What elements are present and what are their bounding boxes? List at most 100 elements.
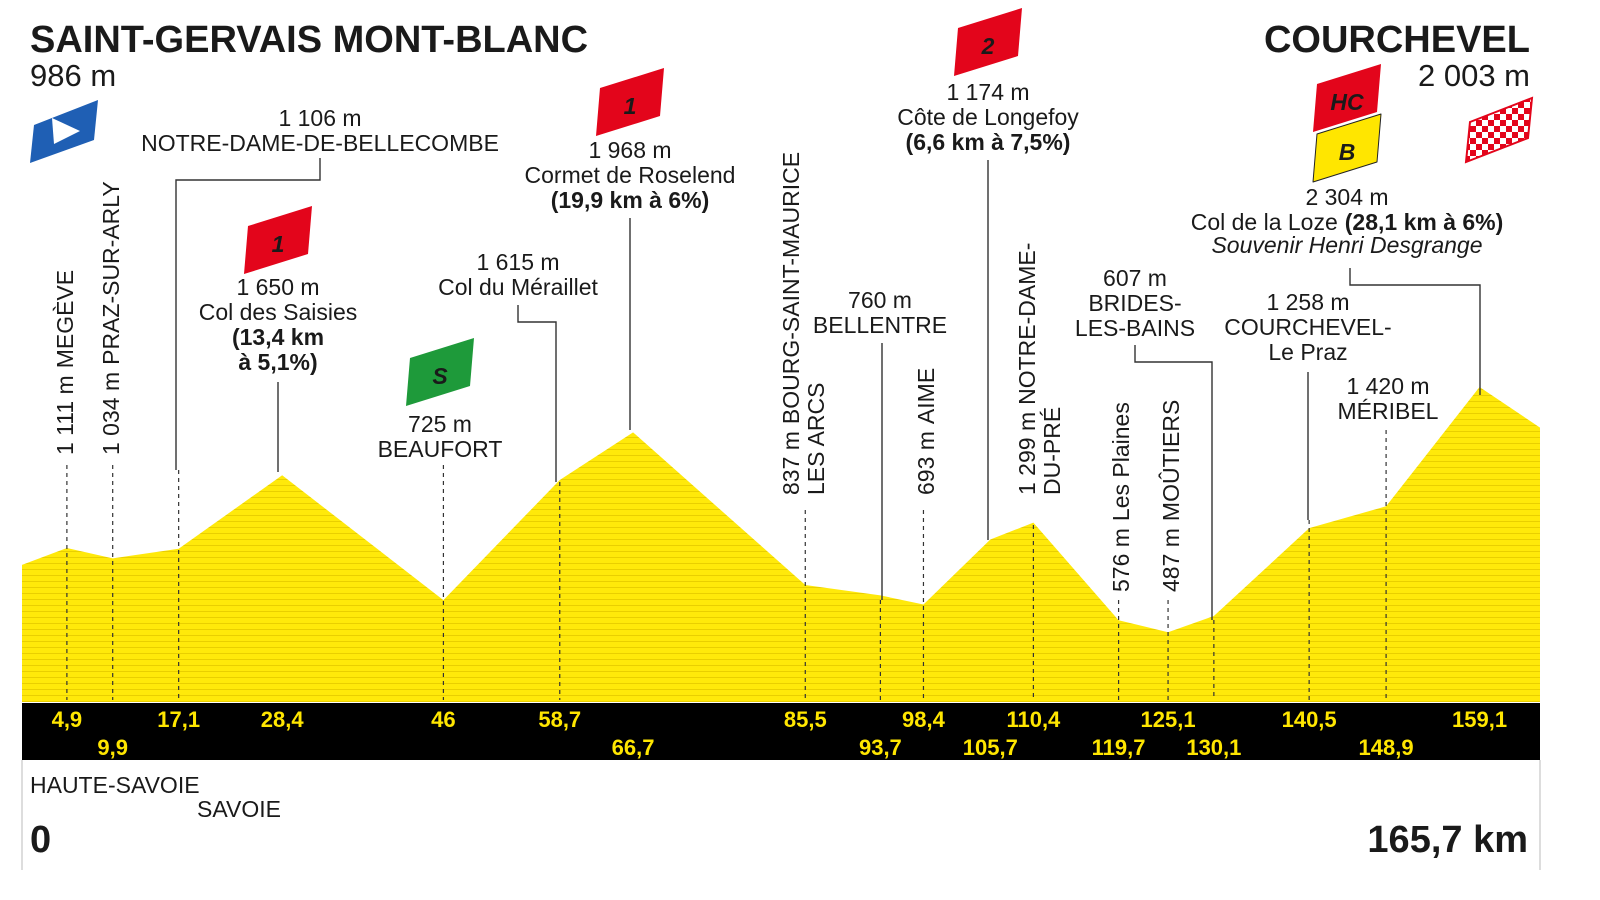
altitude: 1 650 m bbox=[236, 274, 319, 300]
climb: à 5,1%) bbox=[238, 349, 317, 375]
altitude: 487 m bbox=[1158, 528, 1184, 592]
altitude: 837 m bbox=[778, 431, 804, 495]
place-name: MÉRIBEL bbox=[1338, 398, 1439, 424]
vertical-label: 1 034 m PRAZ-SUR-ARLY bbox=[98, 181, 124, 455]
km-label: 85,5 bbox=[784, 707, 827, 732]
km-label: 17,1 bbox=[157, 707, 200, 732]
km-label: 9,9 bbox=[97, 735, 128, 760]
place-name: MEGÈVE bbox=[52, 270, 78, 368]
badge-label: 1 bbox=[624, 93, 637, 119]
altitude: 1 106 m bbox=[278, 105, 361, 131]
region: HAUTE-SAVOIE bbox=[30, 772, 200, 798]
place-name: Col des Saisies bbox=[199, 299, 358, 325]
profile-layer bbox=[22, 386, 1540, 702]
start-altitude: 986 m bbox=[30, 58, 116, 93]
km-label: 140,5 bbox=[1282, 707, 1337, 732]
km-label: 119,7 bbox=[1092, 735, 1146, 760]
km-label: 58,7 bbox=[538, 707, 581, 732]
badge bbox=[244, 206, 312, 274]
place-name: PRAZ-SUR-ARLY bbox=[98, 181, 124, 365]
vertical-label: 576 m Les Plaines bbox=[1108, 402, 1134, 592]
note: Souvenir Henri Desgrange bbox=[1211, 232, 1482, 258]
place-name: BEAUFORT bbox=[378, 436, 503, 462]
km-label: 28,4 bbox=[261, 707, 305, 732]
altitude: 1 258 m bbox=[1266, 289, 1349, 315]
km-label: 125,1 bbox=[1141, 707, 1196, 732]
badge-label: 2 bbox=[981, 33, 995, 59]
km-label: 4,9 bbox=[52, 707, 83, 732]
badge-label: HC bbox=[1330, 89, 1364, 115]
place-name: LES-BAINS bbox=[1075, 315, 1195, 341]
km-label: 110,4 bbox=[1006, 707, 1061, 732]
km-bar bbox=[22, 703, 1540, 760]
place-name: COURCHEVEL- bbox=[1224, 314, 1391, 340]
badge bbox=[1313, 64, 1381, 132]
badge-label: 1 bbox=[272, 231, 285, 257]
altitude: 760 m bbox=[848, 287, 912, 313]
place-name: BRIDES- bbox=[1088, 290, 1181, 316]
place-name: Col de la Loze bbox=[1191, 209, 1338, 235]
start-name: SAINT-GERVAIS MONT-BLANC bbox=[30, 19, 588, 61]
badge-label: S bbox=[432, 363, 448, 389]
place-name: LES ARCS bbox=[803, 383, 829, 496]
badge bbox=[1312, 113, 1382, 183]
altitude: 607 m bbox=[1103, 265, 1167, 291]
leader-line bbox=[1349, 268, 1481, 395]
place-name: Col du Méraillet bbox=[438, 274, 598, 300]
elevation-profile bbox=[22, 386, 1540, 702]
region: SAVOIE bbox=[197, 796, 281, 822]
climb: (19,9 km à 6%) bbox=[551, 187, 710, 213]
altitude: 1 615 m bbox=[476, 249, 559, 275]
badge-label: B bbox=[1339, 139, 1356, 165]
finish-name: COURCHEVEL bbox=[1264, 19, 1530, 61]
badge bbox=[596, 68, 664, 136]
vertical-label: LES ARCS bbox=[803, 383, 829, 496]
vertical-label: 1 111 m MEGÈVE bbox=[52, 270, 78, 455]
altitude: 725 m bbox=[408, 411, 472, 437]
altitude: 1 420 m bbox=[1346, 373, 1429, 399]
vertical-label: 1 299 m NOTRE-DAME- bbox=[1014, 243, 1040, 495]
climb: (6,6 km à 7,5%) bbox=[906, 129, 1071, 155]
climb: (28,1 km à 6%) bbox=[1345, 209, 1504, 235]
altitude: 1 968 m bbox=[588, 137, 671, 163]
place-name: Côte de Longefoy bbox=[897, 104, 1079, 130]
altitude: 1 111 m bbox=[52, 375, 78, 455]
place-name: DU-PRÉ bbox=[1039, 407, 1065, 495]
km-label: 105,7 bbox=[963, 735, 1018, 760]
altitude: 2 304 m bbox=[1305, 184, 1388, 210]
badge bbox=[406, 338, 474, 406]
finish-km: 165,7 km bbox=[1367, 819, 1528, 861]
climb: (13,4 km bbox=[232, 324, 324, 350]
km-label: 46 bbox=[431, 707, 455, 732]
vertical-label: 837 m BOURG-SAINT-MAURICE bbox=[778, 152, 804, 495]
place-name: Cormet de Roselend bbox=[525, 162, 736, 188]
km-label: 93,7 bbox=[859, 735, 902, 760]
altitude: 693 m bbox=[913, 431, 939, 495]
place-name: Les Plaines bbox=[1108, 402, 1134, 521]
place-name: NOTRE-DAME- bbox=[1014, 243, 1040, 405]
vertical-label: 693 m AIME bbox=[913, 368, 939, 495]
leader-line bbox=[1134, 345, 1213, 620]
altitude: 576 m bbox=[1108, 528, 1134, 592]
vertical-label: DU-PRÉ bbox=[1039, 407, 1065, 495]
leader-line bbox=[517, 305, 557, 482]
start-arrow bbox=[52, 118, 80, 144]
place-name: BOURG-SAINT-MAURICE bbox=[778, 152, 804, 424]
finish-flag bbox=[1464, 96, 1534, 164]
km-label: 148,9 bbox=[1359, 735, 1414, 760]
place-name: BELLENTRE bbox=[813, 312, 947, 338]
place-name: MOÛTIERS bbox=[1157, 400, 1184, 521]
altitude: 1 174 m bbox=[946, 79, 1029, 105]
leader-line bbox=[175, 158, 321, 470]
altitude: 1 034 m bbox=[98, 372, 124, 455]
altitude: 1 299 m bbox=[1014, 412, 1040, 495]
place-name: NOTRE-DAME-DE-BELLECOMBE bbox=[141, 130, 499, 156]
km-label: 130,1 bbox=[1186, 735, 1241, 760]
place-name: AIME bbox=[913, 368, 939, 424]
start-km: 0 bbox=[30, 819, 51, 861]
place-name: Le Praz bbox=[1268, 339, 1347, 365]
finish-altitude: 2 003 m bbox=[1418, 58, 1530, 93]
